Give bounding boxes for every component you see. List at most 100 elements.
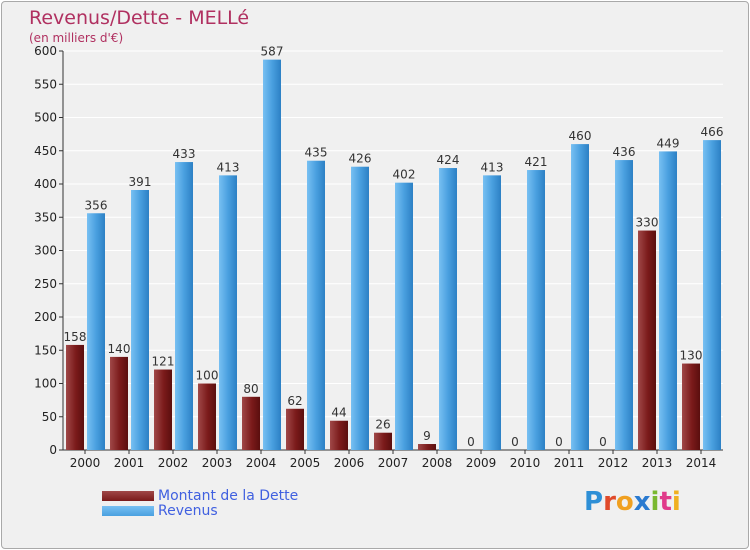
- bar-debt-2002: [154, 369, 172, 450]
- data-label-debt-2012: 0: [599, 435, 607, 449]
- bar-debt-2005: [286, 408, 304, 450]
- data-label-revenue-2000: 356: [85, 198, 108, 212]
- data-label-revenue-2010: 421: [525, 155, 548, 169]
- bar-revenue-2013: [659, 151, 677, 451]
- bar-debt-2006: [330, 420, 348, 450]
- data-label-debt-2008: 9: [423, 429, 431, 443]
- x-tick-label: 2007: [378, 456, 409, 470]
- data-label-revenue-2001: 391: [129, 175, 152, 189]
- data-label-debt-2001: 140: [108, 342, 131, 356]
- legend-item-revenue: Revenus: [102, 502, 298, 519]
- x-tick-label: 2000: [70, 456, 101, 470]
- data-label-debt-2006: 44: [331, 406, 346, 420]
- data-label-revenue-2009: 413: [481, 160, 504, 174]
- legend-label-debt: Montant de la Dette: [158, 487, 299, 504]
- x-tick-label: 2006: [334, 456, 365, 470]
- x-tick-label: 2010: [510, 456, 541, 470]
- data-label-revenue-2002: 433: [173, 147, 196, 161]
- x-tick-label: 2012: [598, 456, 629, 470]
- bar-debt-2003: [198, 383, 216, 450]
- y-tick-label: 450: [34, 144, 57, 158]
- bar-revenue-2000: [87, 213, 105, 450]
- data-labels: 158 356 140 391 121 433 100 413 80 587 62 435 44 426 2…: [64, 45, 724, 449]
- data-label-debt-2002: 121: [152, 355, 175, 369]
- bar-debt-2013: [638, 230, 656, 450]
- chart-title: Revenus/Dette - MELLé: [29, 7, 250, 29]
- bar-revenue-2003: [219, 175, 237, 451]
- x-tick-label: 2008: [422, 456, 453, 470]
- bar-revenue-2011: [571, 144, 589, 450]
- data-label-revenue-2013: 449: [657, 136, 680, 150]
- legend-swatch-revenue: [102, 505, 154, 516]
- y-tick-label: 50: [42, 410, 57, 424]
- bar-debt-2004: [242, 396, 260, 450]
- x-tick-label: 2005: [290, 456, 321, 470]
- bar-revenue-2009: [483, 175, 501, 451]
- bar-revenue-2010: [527, 170, 545, 450]
- data-label-debt-2000: 158: [64, 330, 87, 344]
- bar-revenue-2008: [439, 168, 457, 451]
- bar-revenue-2007: [395, 182, 413, 451]
- bar-revenue-2002: [175, 162, 193, 450]
- chart-subtitle: (en milliers d'€): [29, 31, 124, 45]
- x-tick-label: 2001: [114, 456, 145, 470]
- data-label-debt-2011: 0: [555, 435, 563, 449]
- y-tick-label: 600: [34, 44, 57, 58]
- legend-label-revenue: Revenus: [158, 502, 218, 519]
- data-label-debt-2005: 62: [287, 394, 302, 408]
- bar-revenue-2004: [263, 59, 281, 451]
- data-label-debt-2014: 130: [680, 349, 703, 363]
- data-label-debt-2004: 80: [243, 382, 258, 396]
- data-label-revenue-2003: 413: [217, 160, 240, 174]
- bar-debt-2000: [66, 344, 84, 450]
- data-label-debt-2013: 330: [636, 216, 659, 230]
- data-label-debt-2009: 0: [467, 435, 475, 449]
- y-tick-label: 100: [34, 377, 57, 391]
- legend-swatch-debt: [102, 490, 154, 501]
- y-tick-label: 200: [34, 310, 57, 324]
- x-tick-label: 2011: [554, 456, 585, 470]
- x-tick-label: 2002: [158, 456, 189, 470]
- legend-item-debt: Montant de la Dette: [102, 487, 299, 504]
- y-tick-label: 400: [34, 177, 57, 191]
- bar-revenue-2014: [703, 140, 721, 451]
- bar-revenue-2005: [307, 160, 325, 450]
- y-tick-label: 350: [34, 210, 57, 224]
- y-tick-label: 500: [34, 111, 57, 125]
- data-label-debt-2007: 26: [375, 418, 390, 432]
- bar-revenue-2006: [351, 166, 369, 450]
- grid-lines: [63, 50, 723, 451]
- y-tick-label: 150: [34, 343, 57, 357]
- data-label-revenue-2012: 436: [613, 145, 636, 159]
- data-label-revenue-2005: 435: [305, 146, 328, 160]
- data-label-revenue-2004: 587: [261, 45, 284, 59]
- bar-debt-2008: [418, 444, 436, 450]
- bar-debt-2014: [682, 363, 700, 450]
- bar-revenue-2012: [615, 160, 633, 450]
- data-label-revenue-2006: 426: [349, 152, 372, 166]
- x-tick-label: 2013: [642, 456, 673, 470]
- axes: [59, 50, 723, 454]
- x-tick-label: 2003: [202, 456, 233, 470]
- data-label-revenue-2008: 424: [437, 153, 460, 167]
- y-tick-label: 300: [34, 244, 57, 258]
- tick-labels: 0 50 100 150 200 250 300 350 400 450 500 550 600 2000…: [34, 44, 716, 470]
- brand-logo: Proxiti: [584, 487, 681, 517]
- legend: Montant de la Dette Revenus: [102, 487, 299, 519]
- y-tick-label: 250: [34, 277, 57, 291]
- x-tick-label: 2004: [246, 456, 277, 470]
- bar-revenue-2001: [131, 189, 149, 451]
- bar-debt-2007: [374, 432, 392, 450]
- y-tick-label: 0: [49, 443, 57, 457]
- y-tick-label: 550: [34, 77, 57, 91]
- x-tick-label: 2014: [686, 456, 717, 470]
- data-label-revenue-2007: 402: [393, 168, 416, 182]
- data-label-revenue-2011: 460: [569, 129, 592, 143]
- data-label-revenue-2014: 466: [701, 125, 724, 139]
- x-tick-label: 2009: [466, 456, 497, 470]
- data-label-debt-2010: 0: [511, 435, 519, 449]
- bar-debt-2001: [110, 356, 128, 450]
- bars: [66, 59, 721, 451]
